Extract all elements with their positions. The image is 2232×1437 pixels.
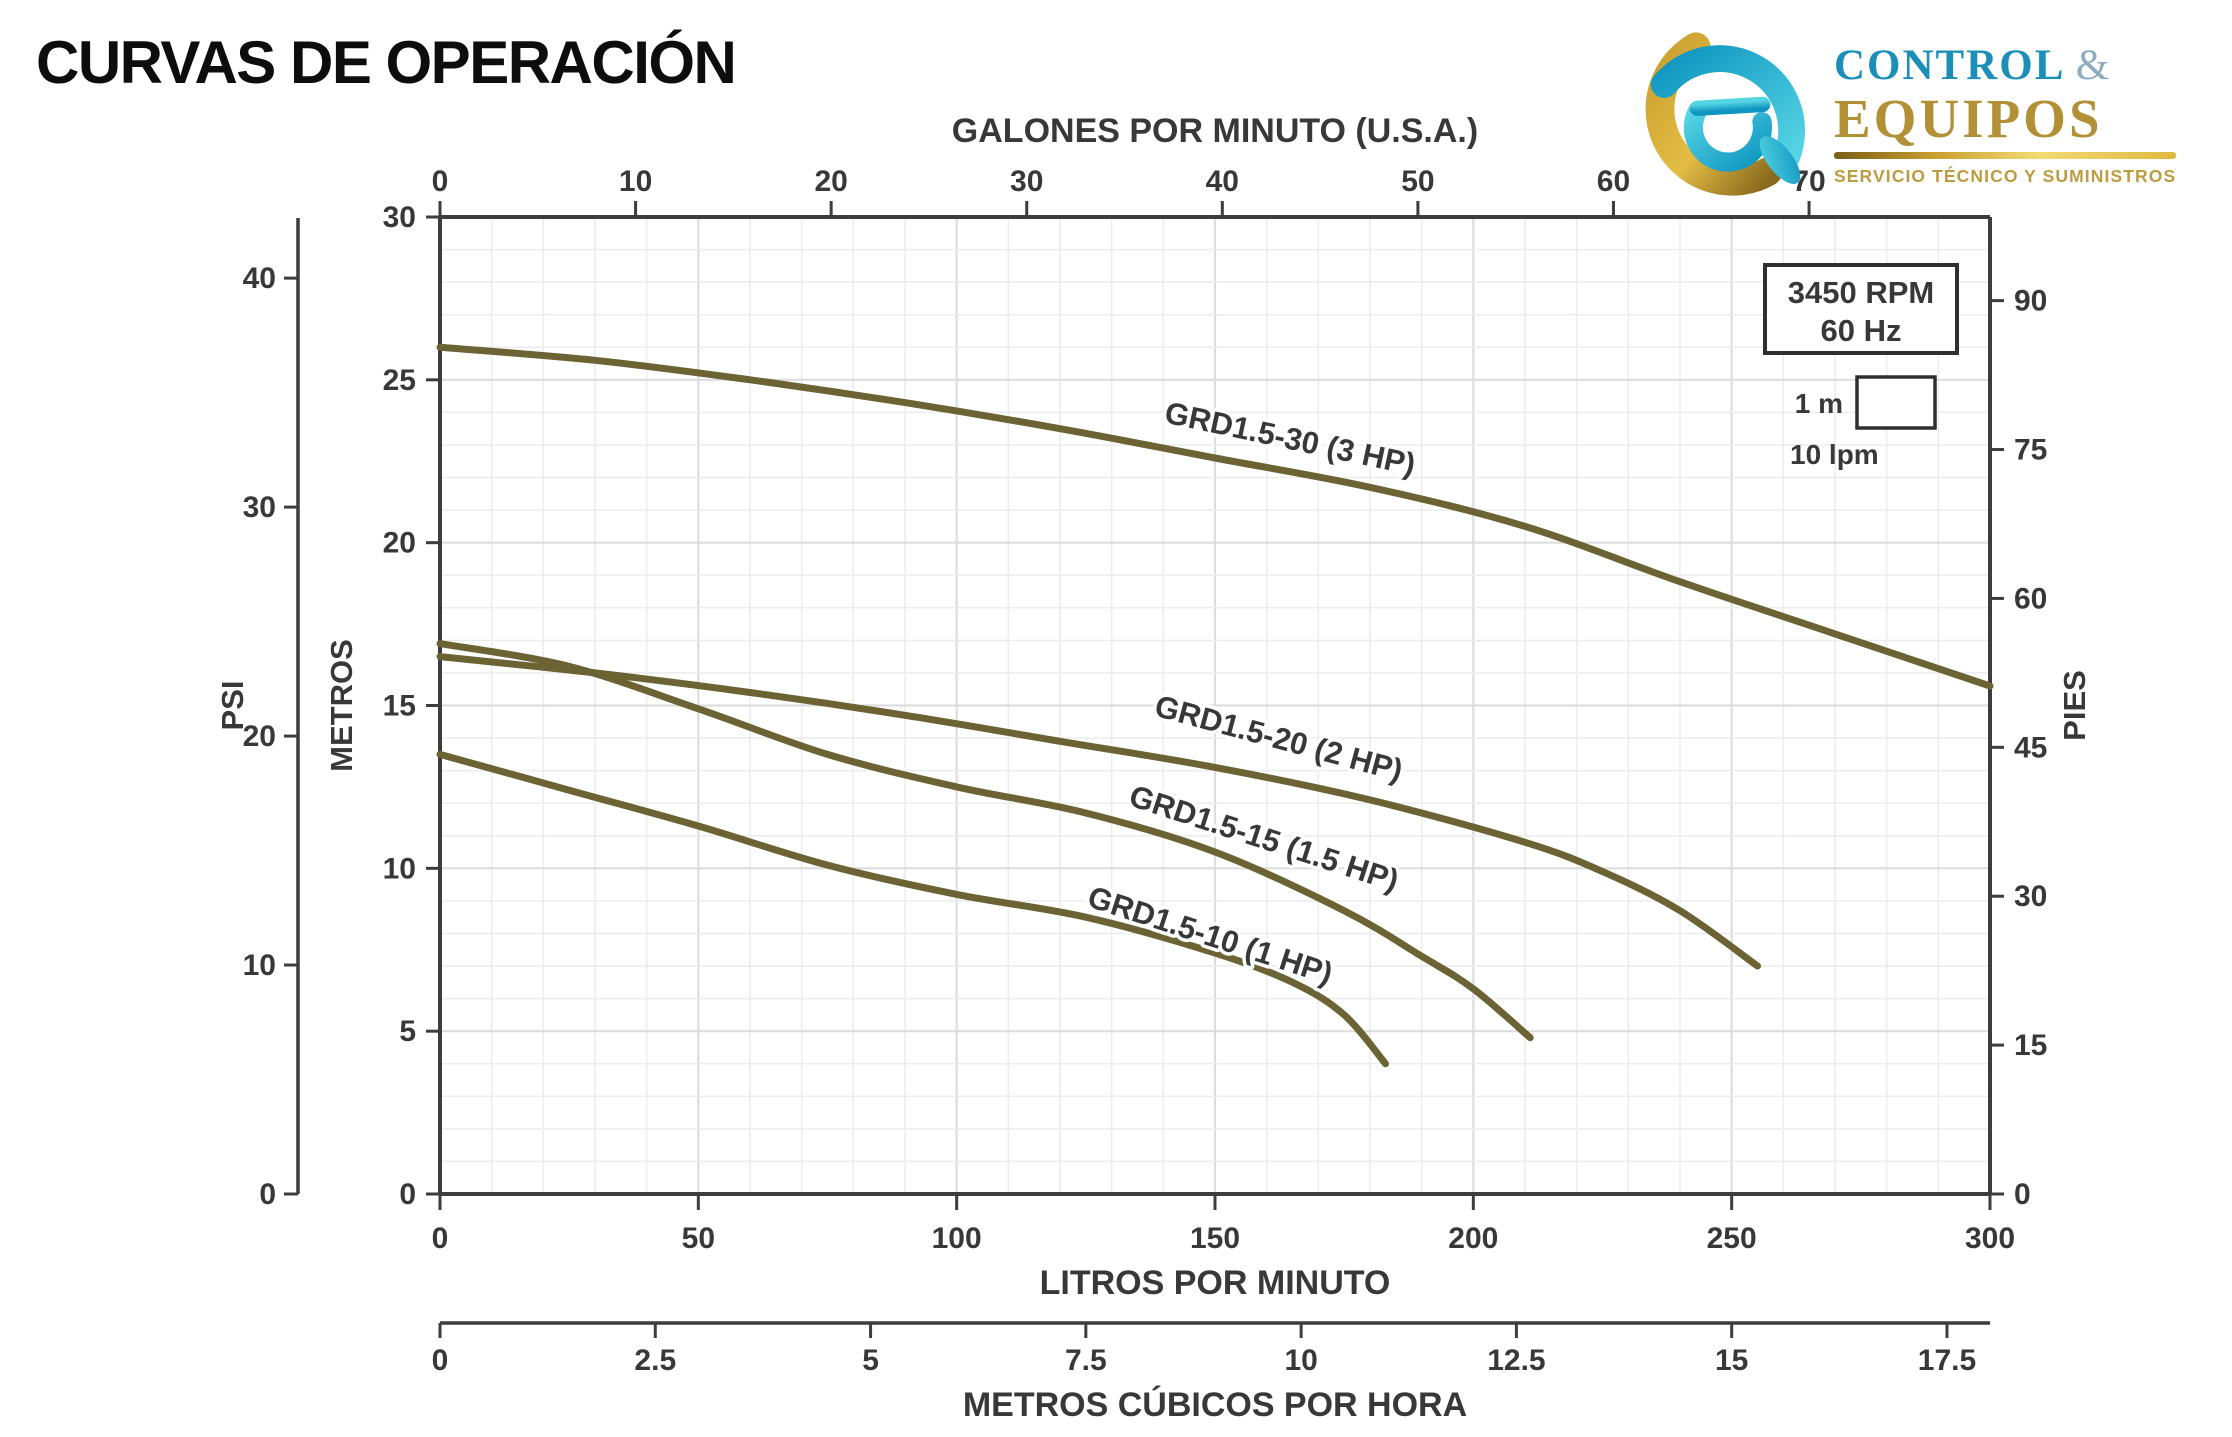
pies-tick-label: 90 [2014, 285, 2047, 318]
lpm-tick-label: 100 [932, 1222, 982, 1255]
m3h-tick-label: 0 [432, 1344, 449, 1377]
pies-tick-label: 30 [2014, 880, 2047, 913]
logo-divider [1834, 152, 2177, 160]
gpm-axis-title: GALONES POR MINUTO (U.S.A.) [952, 112, 1478, 150]
logo-brand-top: CONTROL & [1834, 44, 2176, 87]
m3h-tick-label: 12.5 [1487, 1344, 1545, 1377]
metros-tick-label: 5 [399, 1015, 416, 1048]
logo-e-bar [1689, 96, 1771, 116]
rpm-box-line1: 3450 RPM [1788, 275, 1934, 310]
psi-tick-label: 20 [243, 720, 276, 753]
logo-control-text: CONTROL [1834, 42, 2064, 89]
rpm-box-line2: 60 Hz [1821, 313, 1902, 348]
gpm-tick-label: 10 [619, 165, 652, 198]
m3h-tick-label: 7.5 [1065, 1344, 1107, 1377]
pump-curve [436, 750, 1389, 1068]
lpm-tick-label: 300 [1965, 1222, 2015, 1255]
m3h-tick-label: 17.5 [1918, 1344, 1976, 1377]
gpm-tick-label: 60 [1597, 165, 1630, 198]
metros-tick-label: 10 [383, 852, 416, 885]
pies-axis-title: PIES [2057, 670, 2092, 741]
gpm-tick-label: 0 [432, 165, 449, 198]
scale-box-meters-label: 1 m [1795, 388, 1843, 419]
m3h-tick-label: 10 [1284, 1344, 1317, 1377]
logo-teal-swirl [1650, 45, 1806, 169]
rpm-box [1763, 263, 1959, 355]
psi-tick-label: 40 [243, 262, 276, 295]
psi-tick-label: 10 [243, 949, 276, 982]
psi-tick-label: 30 [243, 491, 276, 524]
pies-tick-label: 75 [2014, 434, 2047, 467]
gpm-tick-label: 40 [1206, 165, 1239, 198]
pump-curve [436, 653, 1761, 970]
metros-axis-title: METROS [324, 639, 359, 772]
lpm-tick-label: 250 [1707, 1222, 1757, 1255]
lpm-tick-label: 0 [432, 1222, 449, 1255]
metros-tick-label: 25 [383, 364, 416, 397]
metros-tick-label: 15 [383, 690, 416, 723]
pump-curve [436, 640, 1534, 1042]
m3h-tick-label: 2.5 [634, 1344, 676, 1377]
curve-label: GRD1.5-10 (1 HP) [1084, 879, 1337, 991]
lpm-tick-label: 200 [1448, 1222, 1498, 1255]
lpm-tick-label: 50 [682, 1222, 715, 1255]
gpm-tick-label: 50 [1401, 165, 1434, 198]
logo-mark-icon [1645, 32, 1806, 196]
lpm-tick-label: 150 [1190, 1222, 1240, 1255]
metros-tick-label: 30 [383, 201, 416, 234]
m3h-axis-title: METROS CÚBICOS POR HORA [963, 1386, 1467, 1424]
logo-tagline: SERVICIO TÉCNICO Y SUMINISTROS [1834, 166, 2177, 187]
pies-tick-label: 60 [2014, 582, 2047, 615]
logo-text: CONTROL & EQUIPOS SERVICIO TÉCNICO Y SUM… [1834, 8, 2177, 187]
m3h-tick-label: 15 [1715, 1344, 1748, 1377]
metros-tick-label: 20 [383, 527, 416, 560]
pies-tick-label: 45 [2014, 731, 2047, 764]
logo-ampersand: & [2075, 42, 2112, 89]
scale-box-lpm-label: 10 lpm [1790, 439, 1879, 470]
pies-tick-label: 15 [2014, 1029, 2047, 1062]
logo-tail [1759, 136, 1801, 185]
gpm-tick-label: 20 [814, 165, 847, 198]
psi-tick-label: 0 [259, 1178, 276, 1211]
logo-e-glyph [1683, 100, 1773, 172]
logo-brand-bottom: EQUIPOS [1834, 88, 2103, 149]
gpm-tick-label: 30 [1010, 165, 1043, 198]
pump-curve [436, 343, 1994, 690]
metros-tick-label: 0 [399, 1178, 416, 1211]
lpm-axis-title: LITROS POR MINUTO [1040, 1264, 1391, 1302]
logo: CONTROL & EQUIPOS SERVICIO TÉCNICO Y SUM… [1636, 8, 2177, 220]
scale-box [1855, 375, 1937, 430]
page-title: CURVAS DE OPERACIÓN [36, 29, 737, 96]
psi-axis-title: PSI [215, 681, 250, 731]
m3h-tick-label: 5 [862, 1344, 879, 1377]
pies-tick-label: 0 [2014, 1178, 2031, 1211]
